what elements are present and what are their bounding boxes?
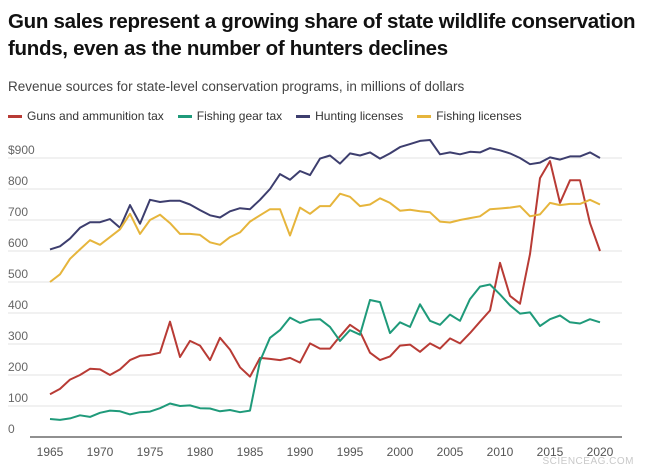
y-tick-label: 600	[8, 236, 28, 250]
legend-swatch	[296, 114, 311, 118]
legend-swatch	[417, 114, 432, 118]
x-tick-label: 1985	[237, 445, 264, 459]
y-tick-label: 500	[8, 267, 28, 281]
y-tick-label: 800	[8, 174, 28, 188]
series-line-guns-and-ammunition-tax	[49, 160, 601, 396]
watermark: SCIENCEAG.COM	[542, 456, 634, 467]
legend-label: Hunting licenses	[315, 109, 404, 123]
legend-item-fishing-gear: Fishing gear tax	[177, 109, 283, 123]
legend-item-fishing-licenses: Fishing licenses	[417, 109, 522, 123]
y-tick-label: 200	[8, 360, 28, 374]
legend-swatch	[177, 114, 192, 118]
y-tick-label: 0	[8, 422, 15, 436]
legend-label: Guns and ammunition tax	[27, 109, 164, 123]
y-tick-label: 100	[8, 391, 28, 405]
legend-item-hunting: Hunting licenses	[296, 109, 403, 123]
legend-label: Fishing gear tax	[196, 109, 283, 123]
y-tick-label: 300	[8, 329, 28, 343]
chart-title: Gun sales represent a growing share of s…	[8, 10, 636, 60]
legend-swatch	[8, 114, 22, 118]
chart-subtitle: Revenue sources for state-level conserva…	[8, 79, 465, 94]
x-tick-label: 2020	[587, 445, 614, 459]
x-tick-label: 1970	[87, 445, 114, 459]
x-tick-label: 2015	[537, 445, 564, 459]
x-tick-label: 1980	[187, 445, 214, 459]
y-tick-label: 700	[8, 205, 28, 219]
series-line-fishing-gear-tax	[49, 283, 601, 421]
x-tick-label: 2005	[437, 445, 464, 459]
legend: Guns and ammunition tax Fishing gear tax…	[8, 109, 522, 123]
x-tick-label: 1995	[337, 445, 364, 459]
y-tick-label: $900	[8, 143, 35, 157]
x-tick-label: 1965	[37, 445, 64, 459]
series-line-hunting-licenses	[49, 139, 601, 251]
legend-item-guns: Guns and ammunition tax	[8, 109, 164, 123]
y-tick-label: 400	[8, 298, 28, 312]
legend-label: Fishing licenses	[436, 109, 522, 123]
series-line-fishing-licenses	[49, 192, 601, 283]
x-tick-label: 1975	[137, 445, 164, 459]
x-tick-label: 2000	[387, 445, 414, 459]
x-tick-label: 2010	[487, 445, 514, 459]
x-tick-label: 1990	[287, 445, 314, 459]
